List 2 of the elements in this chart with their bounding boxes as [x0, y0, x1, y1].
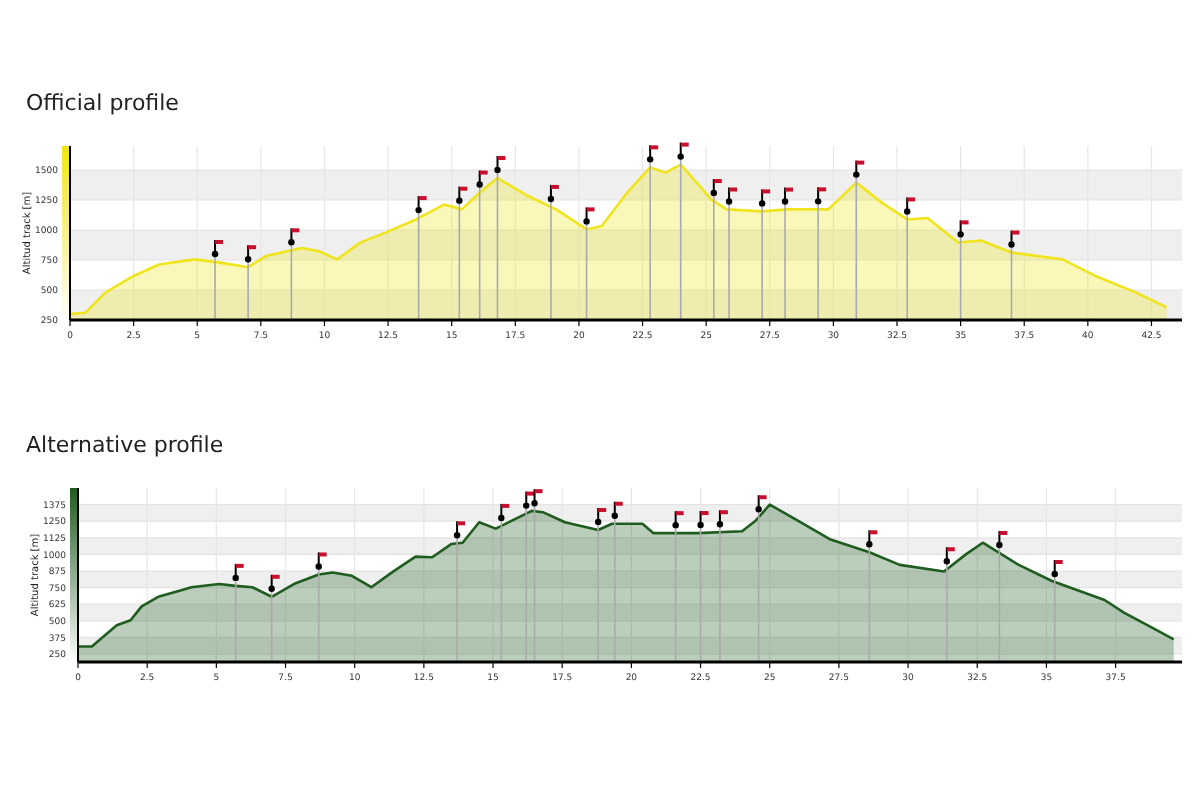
- chart-title: Official profile: [26, 90, 180, 116]
- chart-title: Alternative profile: [26, 432, 224, 458]
